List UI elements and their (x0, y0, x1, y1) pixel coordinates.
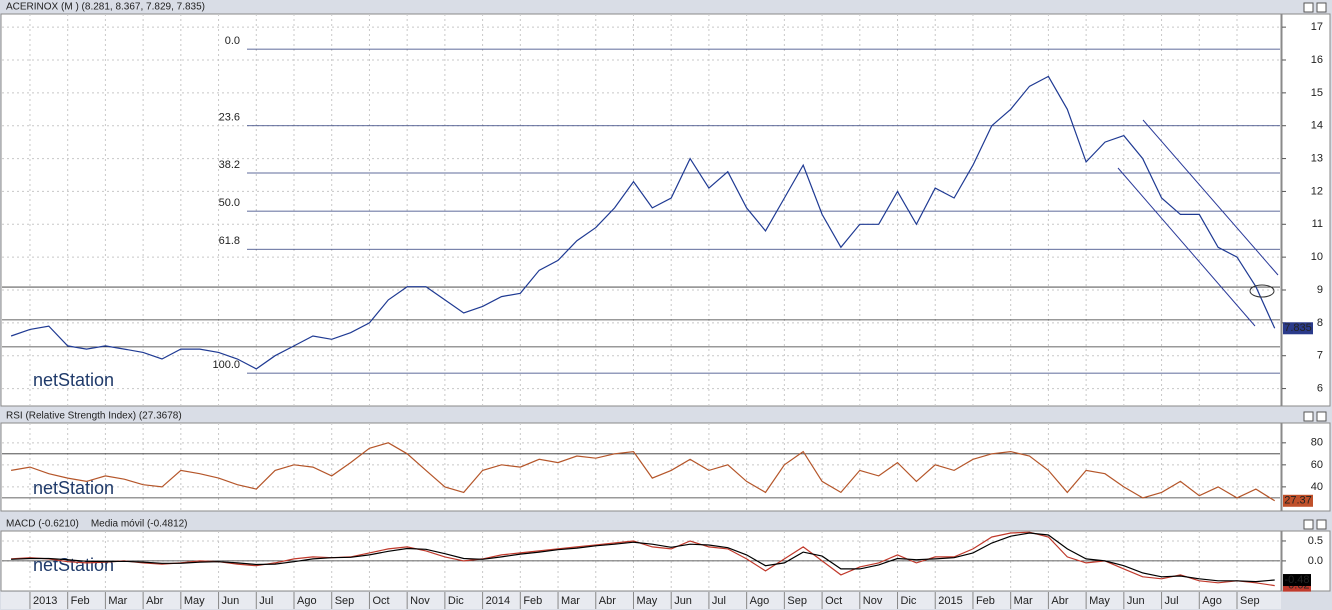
channel (1117, 119, 1279, 327)
x-tick-label: Nov (863, 595, 883, 607)
y-tick-label: 14 (1311, 120, 1323, 132)
last-value-label: 7.835 (1284, 322, 1312, 334)
minimize-button[interactable] (1303, 519, 1314, 530)
y-tick-label: 17 (1311, 21, 1323, 33)
x-tick-label: 2013 (33, 595, 57, 607)
watermark: netStation (33, 555, 114, 575)
x-tick-label: Mar (1014, 595, 1033, 607)
fib-label: 50.0 (219, 197, 240, 209)
close-button[interactable] (1316, 519, 1327, 530)
x-tick-label: Ago (750, 595, 770, 607)
x-tick-label: Mar (108, 595, 127, 607)
x-tick-label: Dic (448, 595, 464, 607)
y-tick-label: 12 (1311, 185, 1323, 197)
watermark: netStation (33, 370, 114, 390)
series-line (10, 75, 1276, 370)
x-tick-label: Ago (297, 595, 317, 607)
x-tick-label: May (184, 595, 205, 607)
fib-label: 100.0 (212, 359, 240, 371)
y-tick-label: 60 (1311, 459, 1323, 471)
series-line (10, 442, 1276, 502)
price-panel (0, 13, 1282, 407)
x-tick-label: Jun (674, 595, 692, 607)
rsi-panel (0, 422, 1282, 512)
x-tick-label: Jul (259, 595, 273, 607)
y-tick-label: 6 (1317, 382, 1323, 394)
last-value-box (1283, 494, 1313, 507)
x-tick-label: Sep (335, 595, 355, 607)
y-tick-label: 11 (1312, 218, 1323, 230)
price-axis (1281, 13, 1331, 407)
last-value-box (1283, 322, 1313, 335)
x-tick-label: Abr (599, 595, 616, 607)
x-axis-strip (1, 592, 1281, 609)
x-tick-label: Feb (976, 595, 995, 607)
x-tick-label: 2014 (486, 595, 510, 607)
fib-label: 23.6 (219, 112, 240, 124)
x-tick-label: May (1089, 595, 1110, 607)
x-tick-label: Ago (1202, 595, 1222, 607)
close-button[interactable] (1316, 2, 1327, 13)
x-tick-label: Feb (71, 595, 90, 607)
x-tick-label: Mar (561, 595, 580, 607)
minimize-button[interactable] (1303, 2, 1314, 13)
y-tick-label: 0.5 (1308, 535, 1323, 547)
x-tick-label: Oct (825, 595, 842, 607)
y-tick-label: 7 (1317, 350, 1323, 362)
watermark: netStation (33, 478, 114, 498)
x-tick-label: Jul (1165, 595, 1179, 607)
fib-label: 38.2 (219, 159, 240, 171)
channel-lower (1117, 167, 1256, 327)
x-tick-label: Sep (787, 595, 807, 607)
channel-upper (1142, 119, 1279, 276)
panel-title: RSI (Relative Strength Index) (27.3678) (6, 411, 182, 422)
series-line (11, 532, 1275, 583)
highlight-ellipse (1249, 284, 1275, 298)
last-value-label: 27.37 (1284, 495, 1312, 507)
minimize-button[interactable] (1303, 411, 1314, 422)
x-tick-label: Abr (146, 595, 163, 607)
y-tick-label: 9 (1317, 284, 1323, 296)
panel-title: ACERINOX (M ) (8.281, 8.367, 7.829, 7.83… (6, 2, 205, 13)
x-tick-label: 2015 (938, 595, 962, 607)
x-tick-label: Feb (523, 595, 542, 607)
x-tick-label: May (636, 595, 657, 607)
fib-label: 61.8 (219, 235, 240, 247)
y-tick-label: 13 (1311, 152, 1323, 164)
last-value-label: -0.48 (1284, 574, 1309, 586)
y-tick-label: 16 (1311, 54, 1323, 66)
y-tick-label: 80 (1311, 437, 1323, 449)
legend-label: MACD (-0.6210) (6, 519, 79, 530)
x-tick-label: Nov (410, 595, 430, 607)
y-tick-label: 15 (1311, 87, 1323, 99)
x-tick-label: Oct (372, 595, 389, 607)
x-tick-label: Jul (712, 595, 726, 607)
y-tick-label: 8 (1317, 317, 1323, 329)
legend-label: Media móvil (-0.4812) (91, 519, 188, 530)
y-tick-label: 10 (1311, 251, 1323, 263)
x-tick-label: Sep (1240, 595, 1260, 607)
fib-label: 0.0 (225, 35, 240, 47)
last-value-box (1283, 574, 1311, 587)
x-tick-label: Jun (1127, 595, 1145, 607)
close-button[interactable] (1316, 411, 1327, 422)
window-buttons (1303, 2, 1327, 530)
x-tick-label: Abr (1051, 595, 1068, 607)
y-tick-label: 40 (1311, 481, 1323, 493)
x-tick-label: Dic (901, 595, 917, 607)
x-tick-label: Jun (222, 595, 240, 607)
y-tick-label: 0.0 (1308, 555, 1323, 567)
